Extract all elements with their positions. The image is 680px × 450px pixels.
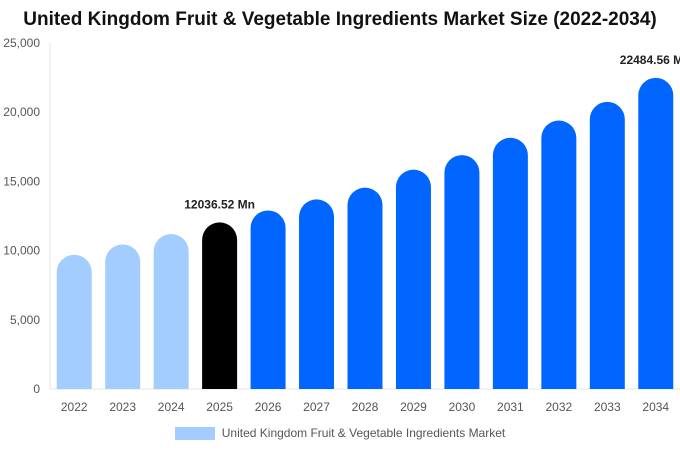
- bar-2028: [347, 187, 383, 389]
- x-tick-label: 2032: [545, 400, 572, 414]
- y-tick-label: 20,000: [3, 105, 40, 119]
- x-tick-label: 2023: [109, 400, 136, 414]
- y-tick-label: 15,000: [3, 174, 40, 188]
- legend-label: United Kingdom Fruit & Vegetable Ingredi…: [221, 426, 506, 440]
- chart-labels: 2022 2023 2024 2025 2026 2027 2028 2029 2030 2031…: [61, 53, 680, 414]
- chart-title: United Kingdom Fruit & Vegetable Ingredi…: [23, 9, 657, 30]
- x-tick-label: 2029: [400, 400, 427, 414]
- chart-bars: [56, 77, 674, 389]
- bar-2025: [202, 222, 238, 389]
- bar-2029: [395, 169, 431, 389]
- bar-2022: [56, 254, 92, 389]
- bar-2032: [541, 120, 577, 389]
- x-tick-label: 2030: [449, 400, 476, 414]
- x-tick-label: 2022: [61, 400, 88, 414]
- y-tick-label: 0: [33, 382, 40, 396]
- bar-2030: [444, 155, 480, 389]
- y-tick-label: 5,000: [10, 313, 40, 327]
- data-label-2025: 12036.52 Mn: [184, 197, 255, 211]
- data-label-2034: 22484.56 Mn: [620, 53, 680, 67]
- x-tick-label: 2028: [352, 400, 379, 414]
- bar-2023: [105, 244, 141, 389]
- legend: United Kingdom Fruit & Vegetable Ingredi…: [0, 426, 680, 440]
- y-tick-label: 10,000: [3, 244, 40, 258]
- x-tick-label: 2025: [206, 400, 233, 414]
- x-tick-label: 2026: [255, 400, 282, 414]
- x-tick-label: 2027: [303, 400, 330, 414]
- bar-2033: [589, 101, 625, 389]
- legend-swatch: [174, 426, 215, 440]
- x-tick-label: 2034: [642, 400, 669, 414]
- bar-2026: [250, 210, 286, 389]
- y-tick-label: 25,000: [3, 36, 40, 50]
- bar-2031: [492, 137, 528, 389]
- bar-2027: [299, 199, 335, 389]
- chart-axes: 0 5,000 10,000 15,000 20,000 25,000: [3, 36, 680, 396]
- bar-2034: [638, 77, 674, 389]
- bar-2024: [153, 233, 189, 389]
- x-tick-label: 2024: [158, 400, 185, 414]
- x-tick-label: 2031: [497, 400, 524, 414]
- x-tick-label: 2033: [594, 400, 621, 414]
